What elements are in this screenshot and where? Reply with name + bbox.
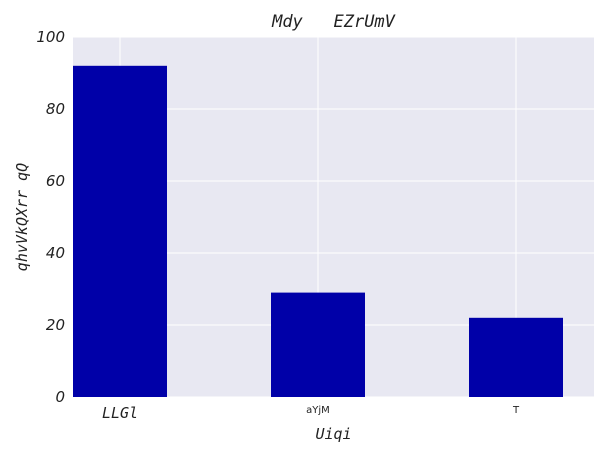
bar-llgl	[73, 65, 167, 398]
y-tick-label: 40	[46, 244, 65, 262]
x-tick-label: aYjM	[306, 405, 330, 416]
y-tick-labels: 0 20 40 60 80 100	[36, 28, 65, 406]
y-tick-label: 60	[46, 172, 65, 190]
y-axis-label: qhvVkQXrr qQ	[13, 163, 31, 271]
y-tick-label: 0	[55, 388, 65, 406]
y-tick-label: 100	[36, 28, 65, 46]
x-tick-label: T	[512, 405, 520, 416]
y-tick-label: 80	[46, 100, 65, 118]
y-tick-label: 20	[46, 316, 65, 334]
x-tick-labels: LLGl aYjM T	[102, 404, 520, 422]
x-axis-label: Uiqi	[315, 425, 351, 443]
bar-t	[469, 317, 563, 397]
x-tick-label: LLGl	[102, 404, 138, 422]
bar-ayjm	[271, 292, 365, 397]
bars	[73, 65, 563, 398]
chart-title: Mdy EZrUmV	[271, 12, 396, 32]
